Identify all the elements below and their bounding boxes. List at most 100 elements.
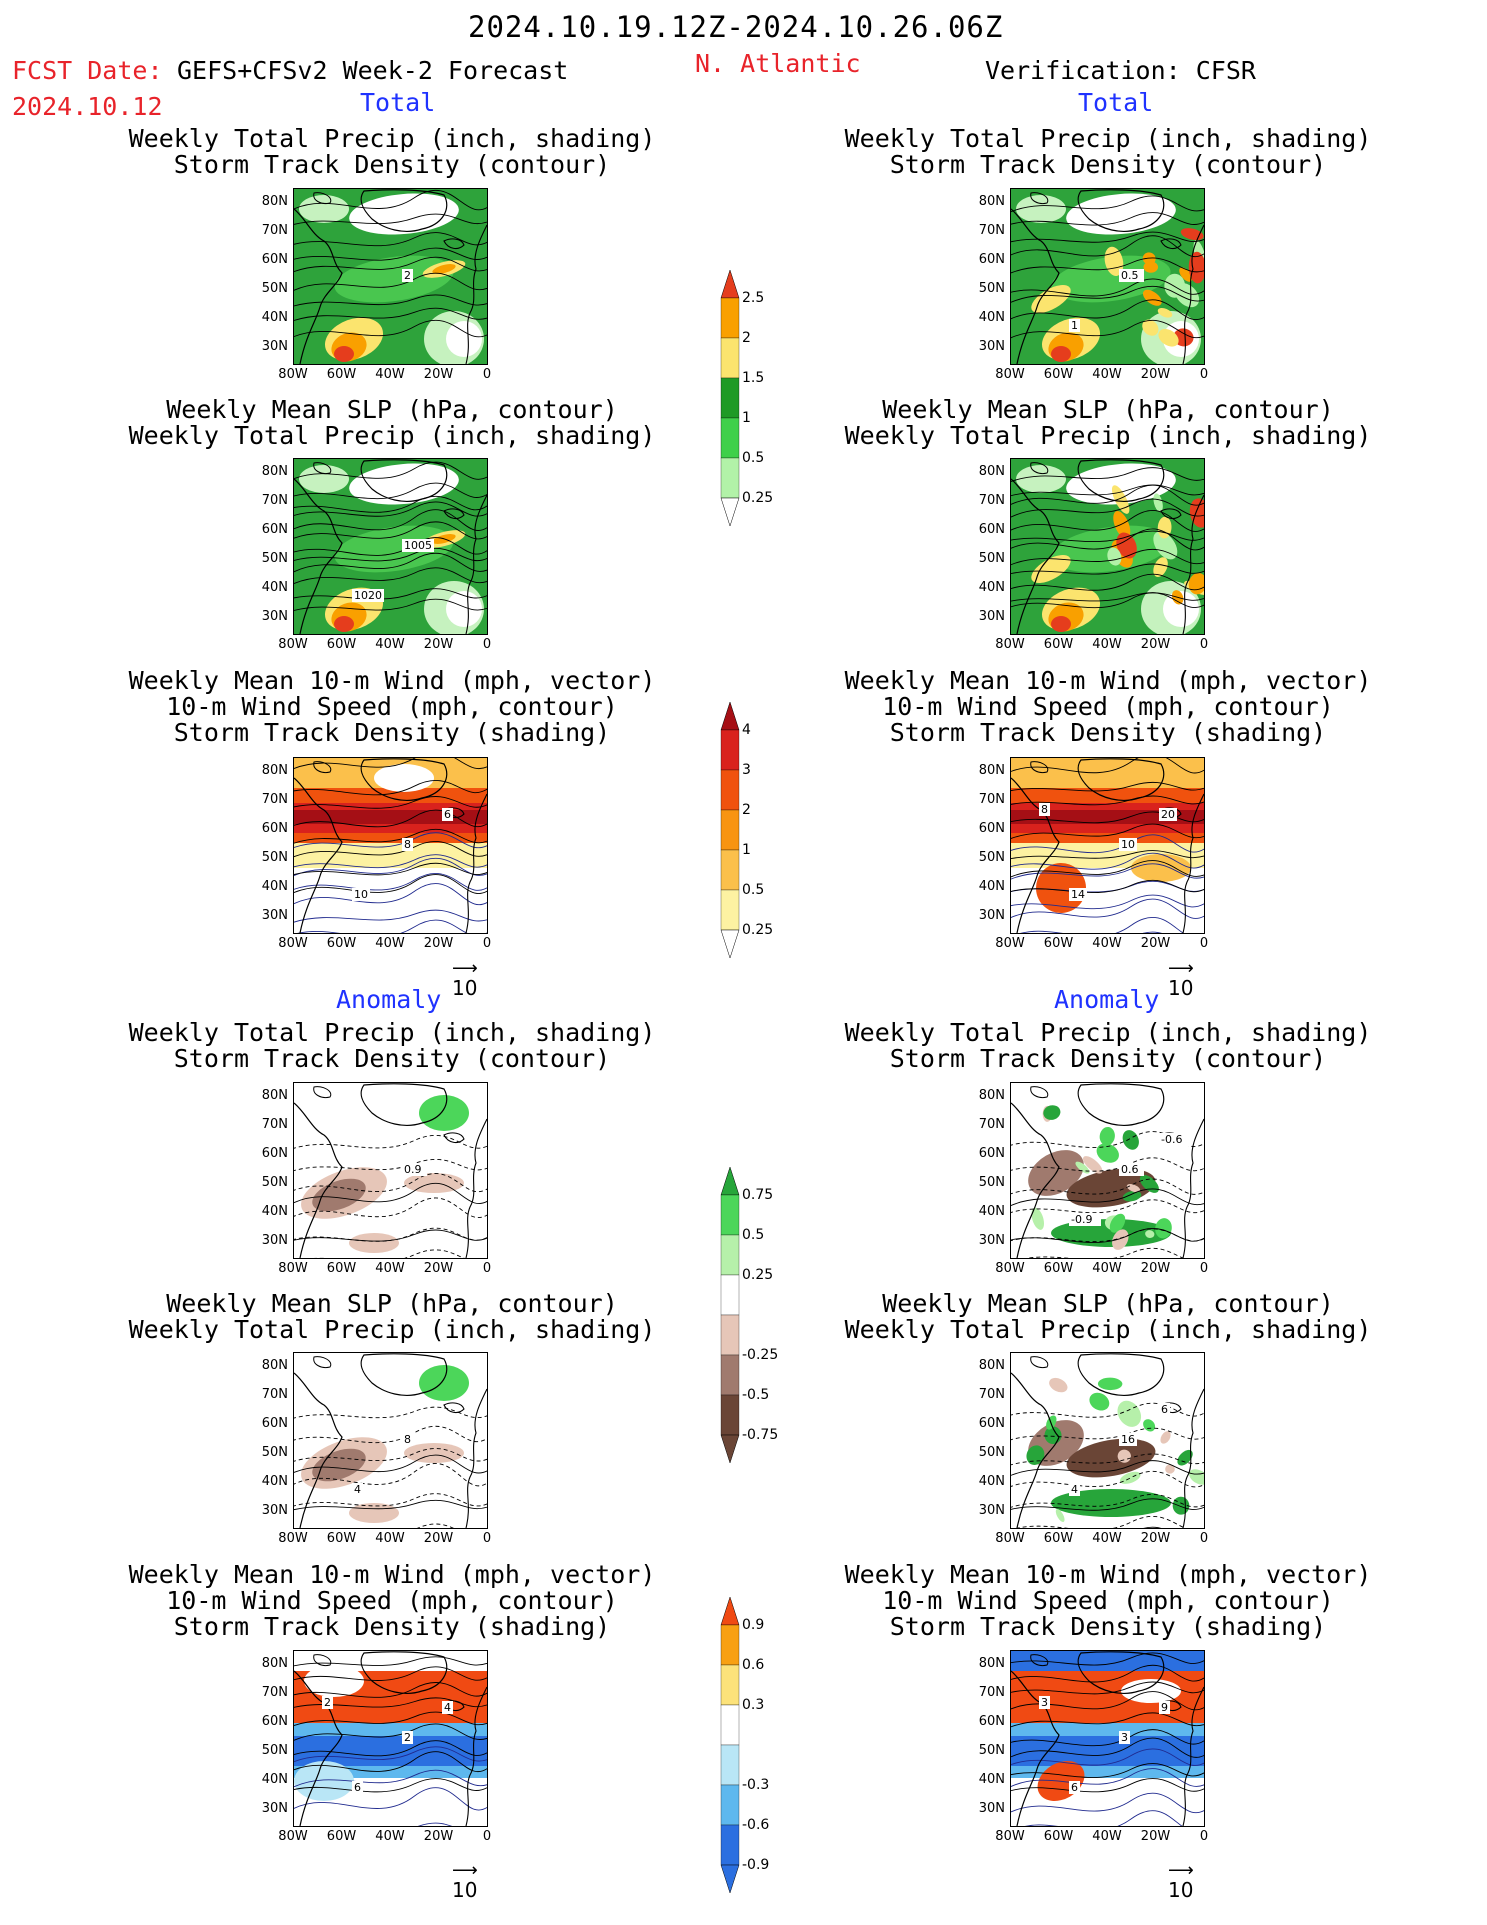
map-field [1011,459,1204,634]
lon-tick-label: 60W [326,1261,357,1276]
lat-tick-label: 30N [978,339,1005,354]
panel-title-line: 10-m Wind Speed (mph, contour) [166,692,618,721]
lat-tick-label: 80N [978,464,1005,479]
colorbar-label: 0.5 [742,1227,765,1243]
colorbar-label: 4 [742,722,751,738]
colorbar-label: 1.5 [742,370,765,386]
colorbar-label: -0.5 [742,1387,770,1403]
map-panel: 2 [293,188,488,365]
lon-tick-label: 0 [1199,936,1209,951]
svg-text:9: 9 [1161,1701,1168,1714]
svg-text:14: 14 [1071,888,1085,901]
panel-title-line: Weekly Total Precip (inch, shading) [844,1018,1372,1047]
lat-tick-label: 40N [978,1204,1005,1219]
colorbar-label: 0.6 [742,1657,765,1673]
fcst-date-label: FCST Date: [12,56,163,85]
svg-text:10: 10 [1121,838,1135,851]
map-panel: 10 14 20 8 [1010,757,1205,934]
lat-tick-label: 40N [978,310,1005,325]
contour-label: 8 [402,838,413,851]
svg-text:-0.9: -0.9 [1071,1213,1092,1226]
lat-tick-label: 50N [261,850,288,865]
contour-label: 0.9 [402,1163,427,1176]
lat-tick-label: 30N [261,609,288,624]
colorbar-label: 1 [742,842,751,858]
lon-tick-label: 60W [1043,367,1074,382]
map-panel: 3 6 9 3 [1010,1650,1205,1827]
svg-text:0.6: 0.6 [1121,1163,1139,1176]
panel-title-line: 10-m Wind Speed (mph, contour) [882,1586,1334,1615]
svg-text:8: 8 [404,838,411,851]
colorbar-label: 0.5 [742,450,765,466]
lat-tick-label: 40N [261,879,288,894]
map-panel: 8 10 6 [293,757,488,934]
lat-tick-label: 30N [261,1233,288,1248]
contour-label: 2 [322,1696,333,1709]
lon-tick-label: 60W [1043,1531,1074,1546]
panel-title-line: Weekly Mean SLP (hPa, contour) [166,395,618,424]
map-field: 2 [294,189,487,364]
lat-tick-label: 30N [978,1503,1005,1518]
map-field: 10 14 20 8 [1011,758,1204,933]
map-panel: 0.9 [293,1082,488,1259]
lat-tick-label: 50N [261,1743,288,1758]
lat-tick-label: 80N [978,1358,1005,1373]
lon-tick-label: 80W [995,367,1025,382]
lat-tick-label: 60N [261,252,288,267]
lat-tick-label: 40N [261,580,288,595]
contour-label: 1005 [402,539,434,552]
colorbar-label: -0.3 [742,1777,770,1793]
section-total-left: Total [360,88,436,117]
svg-text:3: 3 [1121,1731,1128,1744]
lon-tick-label: 20W [423,1829,454,1844]
colorbar-label: -0.9 [742,1857,770,1873]
map-panel: 16 4 6 [1010,1352,1205,1529]
lon-tick-label: 80W [995,936,1025,951]
svg-text:6: 6 [1161,1403,1168,1416]
panel-title: Weekly Total Precip (inch, shading) Storm… [808,1020,1408,1072]
lon-tick-label: 40W [1092,1261,1122,1276]
lon-tick-label: 20W [1140,367,1171,382]
lon-tick-label: 0 [482,1829,492,1844]
lon-tick-label: 60W [1043,1829,1074,1844]
lon-tick-label: 20W [423,936,454,951]
lat-tick-label: 50N [978,551,1005,566]
panel-title-line: Weekly Total Precip (inch, shading) [128,1018,656,1047]
svg-text:2: 2 [404,1731,411,1744]
map-panel: 0.5 1 [1010,188,1205,365]
map-panel [1010,458,1205,635]
map-field: 0.9 [294,1083,487,1258]
panel-title-line: Weekly Mean 10-m Wind (mph, vector) [844,1560,1372,1589]
contour-label: 16 [1119,1433,1137,1446]
lat-tick-label: 30N [978,908,1005,923]
panel-title-line: Weekly Total Precip (inch, shading) [844,124,1372,153]
lon-tick-label: 20W [423,637,454,652]
panel-title: Weekly Total Precip (inch, shading) Storm… [808,126,1408,178]
map-field: 1005 1020 [294,459,487,634]
vector-ref-4: ⟶ 10 [1168,1860,1194,1903]
panel-title: Weekly Mean SLP (hPa, contour) Weekly Tot… [808,1291,1408,1343]
panel-title: Weekly Total Precip (inch, shading) Storm… [92,126,692,178]
map-panel: 1005 1020 [293,458,488,635]
panel-title-line: Weekly Mean 10-m Wind (mph, vector) [128,1560,656,1589]
lon-tick-label: 40W [375,637,405,652]
lat-tick-label: 70N [978,493,1005,508]
svg-text:20: 20 [1161,808,1175,821]
colorbar-label: -0.25 [742,1347,779,1363]
colorbar-track_anom [720,1596,740,1894]
lon-tick-label: 80W [278,367,308,382]
svg-text:2: 2 [324,1696,331,1709]
contour-label: -0.9 [1069,1213,1101,1226]
lat-tick-label: 70N [261,493,288,508]
colorbar-label: 0.25 [742,922,774,938]
svg-text:1: 1 [1071,319,1078,332]
lat-tick-label: 80N [261,464,288,479]
lat-tick-label: 80N [261,1088,288,1103]
vector-ref-3: ⟶ 10 [452,1860,478,1903]
lon-tick-label: 0 [1199,1261,1209,1276]
lat-tick-label: 60N [978,252,1005,267]
lat-tick-label: 60N [261,1714,288,1729]
map-field: 3 6 9 3 [1011,1651,1204,1826]
svg-text:8: 8 [404,1433,411,1446]
